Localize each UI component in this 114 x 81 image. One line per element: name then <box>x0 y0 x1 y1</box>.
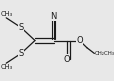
Text: CH₃: CH₃ <box>0 64 12 70</box>
Text: S: S <box>18 23 23 32</box>
Text: O: O <box>76 36 82 45</box>
Text: CH₃: CH₃ <box>0 11 12 17</box>
Text: S: S <box>18 49 23 58</box>
Text: CH₂CH₃: CH₂CH₃ <box>94 51 114 56</box>
Text: N: N <box>50 12 56 21</box>
Text: O: O <box>63 55 69 64</box>
